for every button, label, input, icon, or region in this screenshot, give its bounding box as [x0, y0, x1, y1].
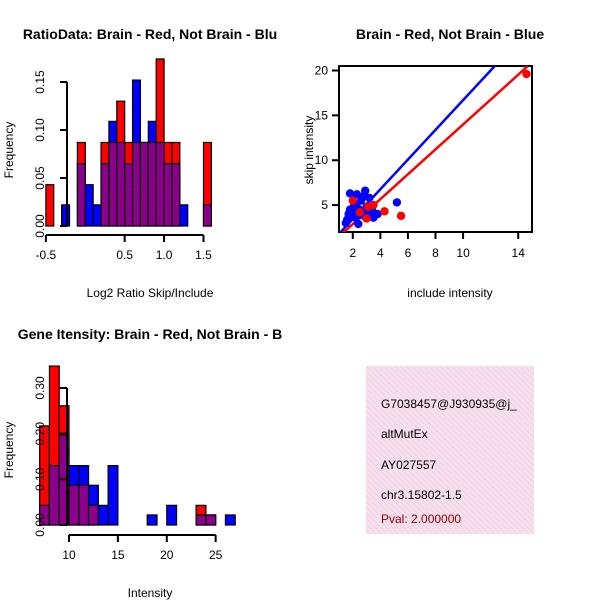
- intensity-overlap-hatch-3: [69, 485, 79, 525]
- intensity-histogram-axes: 0.00 0.10 0.20 0.30 10 15 20 25: [33, 376, 223, 562]
- scatter-x-tick-label-4: 10: [456, 246, 470, 260]
- ratio-overlap-hatch-7: [101, 163, 109, 226]
- scatter-x-tick-label-5: 14: [512, 246, 526, 260]
- scatter-point-red-1: [355, 208, 364, 217]
- ratio-overlap-hatch-15: [164, 163, 172, 226]
- scatter-point-red-5: [396, 211, 406, 221]
- intensity-y-tick-label-2: 0.20: [33, 422, 47, 446]
- info-location: chr3.15802-1.5: [381, 488, 462, 502]
- intensity-bar-13: [166, 504, 178, 526]
- ratio-y-tick-label-3: 0.15: [33, 70, 47, 94]
- ratio-bar-6: [92, 204, 102, 227]
- intensity-histogram-panel: Gene Itensity: Brain - Red, Not Brain - …: [2, 326, 282, 600]
- intensity-y-tick-label-1: 0.10: [33, 467, 47, 491]
- scatter-title: Brain - Red, Not Brain - Blue: [356, 26, 544, 42]
- intensity-overlap-hatch-4: [78, 485, 89, 525]
- scatter-point-blue-16: [365, 193, 374, 203]
- intensity-bar-11: [146, 514, 158, 526]
- ratio-histogram-axes: 0.00 0.05 0.10 0.15 -0.5 0.5 1.0 1.5: [33, 70, 212, 262]
- ratio-x-tick-label-1: 0.5: [116, 248, 133, 262]
- intensity-x-tick-label-1: 15: [111, 548, 125, 562]
- intensity-overlap-hatch-5: [88, 505, 99, 525]
- scatter-point-blue-7: [352, 190, 362, 199]
- scatter-point-blue-19: [345, 189, 355, 198]
- intensity-histogram-ylabel: Frequency: [2, 422, 16, 479]
- intensity-overlap-hatch-16: [196, 514, 206, 525]
- scatter-point-blue-24: [392, 198, 402, 207]
- scatter-point-blue-20: [354, 219, 363, 229]
- ratio-overlap-hatch-11: [132, 142, 141, 226]
- info-event-type: altMutEx: [381, 427, 428, 441]
- scatter-xlabel: include intensity: [407, 286, 492, 300]
- ratio-y-tick-label-0: 0.00: [33, 214, 47, 238]
- ratio-y-tick-label-1: 0.05: [33, 166, 47, 190]
- ratio-bar-17: [179, 204, 189, 227]
- ratio-histogram-title: RatioData: Brain - Red, Not Brain - Blu: [23, 26, 277, 42]
- ratio-overlap-hatch-10: [124, 163, 133, 226]
- scatter-axes: 2 4 6 8 10 14 5 10 15 20: [315, 63, 526, 260]
- info-accession: AY027557: [381, 458, 436, 472]
- ratio-overlap-hatch-14: [156, 142, 165, 226]
- ratio-histogram-ylabel: Frequency: [2, 122, 16, 179]
- scatter-y-tick-label-1: 10: [315, 153, 329, 167]
- ratio-x-tick-label-3: 1.5: [195, 248, 212, 262]
- ratio-overlap-hatch-4: [77, 163, 86, 226]
- intensity-bar-19: [224, 514, 236, 526]
- scatter-y-tick-label-0: 5: [321, 198, 328, 212]
- ratio-overlap-hatch-16: [171, 163, 180, 226]
- scatter-point-red-2: [362, 214, 371, 223]
- intensity-bar-7: [107, 465, 119, 526]
- intensity-x-tick-label-0: 10: [62, 548, 76, 562]
- intensity-scatter-panel: Brain - Red, Not Brain - Blue 2 4 6 8 10 14 5 1…: [302, 26, 544, 300]
- ratio-histogram-xlabel: Log2 Ratio Skip/Include: [87, 286, 214, 300]
- ratio-overlap-hatch-8: [108, 142, 117, 226]
- intensity-overlap-hatch-1: [49, 465, 60, 525]
- intensity-y-tick-label-0: 0.00: [33, 513, 47, 537]
- scatter-points: [341, 69, 531, 229]
- scatter-x-tick-label-0: 2: [349, 246, 356, 260]
- info-box-hatch: [366, 366, 534, 534]
- ratio-x-tick-label-2: 1.0: [156, 248, 173, 262]
- scatter-y-tick-label-2: 15: [315, 108, 329, 122]
- ratio-overlap-hatch-12: [140, 142, 149, 226]
- scatter-x-tick-label-3: 8: [432, 246, 439, 260]
- ratio-bar-2: [61, 204, 71, 227]
- scatter-point-red-7: [522, 69, 531, 79]
- intensity-overlap-hatch-0: [39, 505, 50, 525]
- info-pval: Pval: 2.000000: [381, 512, 461, 526]
- info-gene-id: G7038457@J930935@j_: [381, 397, 517, 411]
- intensity-histogram-title: Gene Itensity: Brain - Red, Not Brain - …: [18, 326, 282, 342]
- ratio-overlap-hatch-13: [148, 142, 157, 226]
- scatter-point-blue-26: [360, 186, 370, 195]
- ratio-overlap-hatch-9: [116, 142, 125, 226]
- intensity-x-tick-label-2: 20: [160, 548, 174, 562]
- intensity-histogram-xlabel: Intensity: [128, 586, 173, 600]
- info-box: G7038457@J930935@j_ altMutEx AY027557 ch…: [366, 366, 534, 534]
- scatter-point-red-0: [348, 196, 357, 205]
- scatter-x-tick-label-2: 6: [405, 246, 412, 260]
- scatter-point-blue-23: [341, 218, 351, 228]
- ratio-y-tick-label-2: 0.10: [33, 118, 47, 142]
- intensity-bar-6: [97, 504, 109, 526]
- ratio-histogram-bars: [45, 58, 212, 227]
- ratio-bar-0: [45, 184, 55, 227]
- scatter-x-tick-label-1: 4: [377, 246, 384, 260]
- scatter-ylabel: skip intensity: [302, 116, 316, 185]
- ratio-overlap-hatch-20: [203, 204, 212, 226]
- ratio-x-tick-label-0: -0.5: [36, 248, 57, 262]
- ratio-histogram-panel: RatioData: Brain - Red, Not Brain - Blu …: [2, 26, 277, 300]
- ratio-bar-5: [84, 184, 94, 227]
- scatter-point-blue-25: [373, 209, 382, 219]
- intensity-overlap-hatch-17: [205, 514, 216, 525]
- intensity-histogram-bars: [39, 365, 236, 526]
- scatter-y-tick-label-3: 20: [315, 63, 329, 77]
- scatter-point-red-6: [363, 202, 373, 212]
- intensity-x-tick-label-3: 25: [209, 548, 223, 562]
- intensity-y-tick-label-3: 0.30: [33, 376, 47, 400]
- scatter-point-red-4: [380, 207, 389, 216]
